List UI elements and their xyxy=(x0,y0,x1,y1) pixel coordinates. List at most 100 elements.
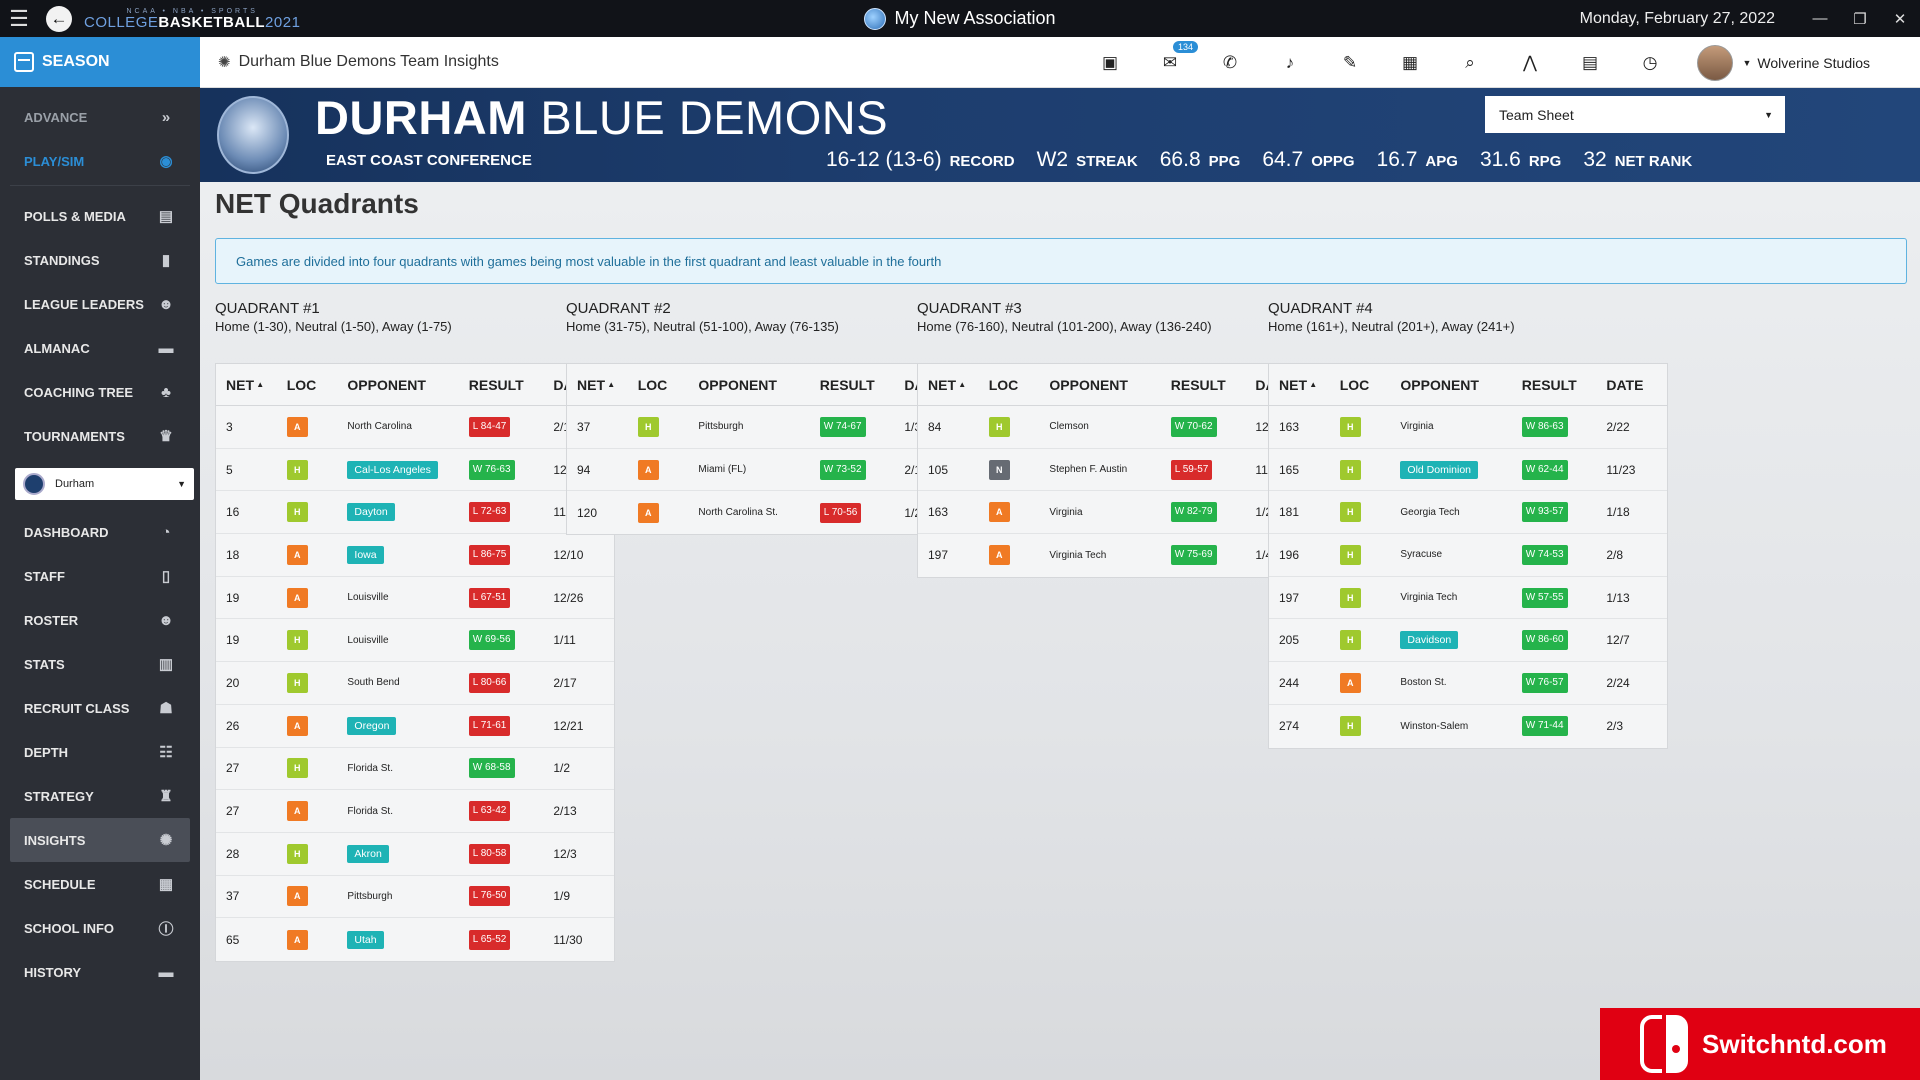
edit-icon[interactable]: ✎ xyxy=(1342,52,1358,72)
column-header-net[interactable]: NET xyxy=(1269,377,1330,393)
lightbulb-icon: ✺ xyxy=(218,54,231,71)
opponent-link[interactable]: Stephen F. Austin xyxy=(1049,464,1128,476)
opponent-link[interactable]: Davidson xyxy=(1400,631,1459,650)
column-header-net[interactable]: NET xyxy=(918,377,979,393)
team-sheet-dropdown[interactable]: Team Sheet ▼ xyxy=(1485,96,1785,133)
column-header-result[interactable]: RESULT xyxy=(468,376,524,393)
opponent-link[interactable]: Cal-Los Angeles xyxy=(347,460,438,479)
opponent-link[interactable]: Dayton xyxy=(347,503,395,522)
phone-icon[interactable]: ✆ xyxy=(1222,52,1238,72)
opponent-link[interactable]: Louisville xyxy=(347,592,389,604)
location-badge: H xyxy=(286,459,308,480)
opponent-link[interactable]: Florida St. xyxy=(347,762,393,774)
column-header-loc[interactable]: LOC xyxy=(286,376,317,393)
opponent-link[interactable]: Pittsburgh xyxy=(698,421,744,433)
sidebar-item-history[interactable]: HISTORY ▬ xyxy=(0,950,200,994)
table-row: 205 H Davidson W 86-60 12/7 xyxy=(1269,619,1667,663)
sidebar-item-recruit-class[interactable]: RECRUIT CLASS ☗ xyxy=(0,686,200,730)
opponent-link[interactable]: Pittsburgh xyxy=(347,890,393,902)
sidebar-item-depth[interactable]: DEPTH ☷ xyxy=(0,730,200,774)
sidebar-item-schedule[interactable]: SCHEDULE ▦ xyxy=(0,862,200,906)
search-icon[interactable]: ⌕ xyxy=(1465,52,1475,72)
opponent-link[interactable]: Virginia Tech xyxy=(1400,592,1458,604)
opponent-link[interactable]: Clemson xyxy=(1049,421,1089,433)
column-header-opponent[interactable]: OPPONENT xyxy=(1400,376,1479,393)
table-header: NETLOCOPPONENTRESULTDATE xyxy=(567,364,965,406)
sidebar-item-polls-media[interactable]: POLLS & MEDIA ▤ xyxy=(0,194,200,238)
sidebar-item-league-leaders[interactable]: LEAGUE LEADERS ☻ xyxy=(0,282,200,326)
hamburger-menu-icon[interactable]: ☰ xyxy=(9,5,29,31)
column-header-opponent[interactable]: OPPONENT xyxy=(1049,376,1128,393)
net-rank: 27 xyxy=(226,761,240,776)
opponent-link[interactable]: Miami (FL) xyxy=(698,464,747,476)
opponent-link[interactable]: Winston-Salem xyxy=(1400,720,1469,732)
stopwatch-icon[interactable]: ◷ xyxy=(1642,52,1658,72)
sidebar-item-roster[interactable]: ROSTER ☻ xyxy=(0,598,200,642)
opponent-link[interactable]: Virginia Tech xyxy=(1049,549,1107,561)
location-badge: H xyxy=(1339,630,1361,651)
logo-year: 2021 xyxy=(265,13,301,31)
opponent-link[interactable]: Virginia xyxy=(1400,421,1434,433)
net-rank: 197 xyxy=(928,548,949,563)
table-row: 197 H Virginia Tech W 57-55 1/13 xyxy=(1269,577,1667,620)
opponent-link[interactable]: Utah xyxy=(347,930,384,949)
close-icon[interactable]: ✕ xyxy=(1893,10,1907,28)
quadrant-title: QUADRANT #3 xyxy=(917,300,1022,317)
column-header-net[interactable]: NET xyxy=(567,377,628,393)
opponent-link[interactable]: Oregon xyxy=(347,716,397,735)
opponent-link[interactable]: Akron xyxy=(347,844,389,863)
briefcase-icon[interactable]: ▣ xyxy=(1101,52,1119,72)
mail-icon[interactable]: ✉ 134 xyxy=(1140,40,1200,73)
result-badge: W 70-62 xyxy=(1170,416,1217,437)
calendar-check-icon[interactable]: ▦ xyxy=(1401,52,1419,72)
road-icon[interactable]: ⋀ xyxy=(1523,52,1537,72)
sidebar-item-play-sim[interactable]: PLAY/SIM ◉ xyxy=(0,139,200,183)
sidebar-item-stats[interactable]: STATS ▥ xyxy=(0,642,200,686)
column-header-net[interactable]: NET xyxy=(216,377,277,393)
team-select[interactable]: Durham ▼ xyxy=(15,468,194,500)
opponent-link[interactable]: Old Dominion xyxy=(1400,460,1479,479)
opponent-link[interactable]: Boston St. xyxy=(1400,677,1447,689)
opponent-link[interactable]: Syracuse xyxy=(1400,549,1443,561)
column-header-opponent[interactable]: OPPONENT xyxy=(698,376,777,393)
opponent-link[interactable]: Virginia xyxy=(1049,506,1083,518)
opponent-link[interactable]: North Carolina xyxy=(347,421,412,433)
sidebar-item-insights[interactable]: INSIGHTS ✺ xyxy=(10,818,190,862)
opponent-link[interactable]: Florida St. xyxy=(347,805,393,817)
column-header-result[interactable]: RESULT xyxy=(1170,376,1226,393)
sidebar-item-dashboard[interactable]: DASHBOARD ◔ xyxy=(0,510,200,554)
column-header-loc[interactable]: LOC xyxy=(988,376,1019,393)
fast-forward-icon: » xyxy=(161,108,171,126)
column-header-result[interactable]: RESULT xyxy=(819,376,875,393)
sidebar-item-staff[interactable]: STAFF ▯ xyxy=(0,554,200,598)
user-menu[interactable]: ▼ Wolverine Studios xyxy=(1696,37,1870,88)
minimize-icon[interactable]: — xyxy=(1812,10,1828,27)
opponent-link[interactable]: Iowa xyxy=(347,545,384,564)
column-header-loc[interactable]: LOC xyxy=(637,376,668,393)
column-header-opponent[interactable]: OPPONENT xyxy=(347,376,426,393)
location-badge: H xyxy=(286,758,308,779)
sidebar-item-tournaments[interactable]: TOURNAMENTS ♛ xyxy=(0,414,200,458)
sidebar-item-school-info[interactable]: SCHOOL INFO ⓘ xyxy=(0,906,200,950)
restore-icon[interactable]: ❐ xyxy=(1853,10,1867,28)
sidebar-item-strategy[interactable]: STRATEGY ♜ xyxy=(0,774,200,818)
column-header-result[interactable]: RESULT xyxy=(1521,376,1577,393)
column-header-loc[interactable]: LOC xyxy=(1339,376,1370,393)
sidebar-item-coaching-tree[interactable]: COACHING TREE ♣ xyxy=(0,370,200,414)
opponent-link[interactable]: North Carolina St. xyxy=(698,507,778,519)
sidebar-item-label: STRATEGY xyxy=(24,788,94,804)
column-header-date[interactable]: DATE xyxy=(1606,376,1644,393)
calendar-icon: ▦ xyxy=(158,876,174,893)
opponent-link[interactable]: South Bend xyxy=(347,677,400,689)
opponent-link[interactable]: Georgia Tech xyxy=(1400,506,1460,518)
season-button[interactable]: SEASON xyxy=(0,37,200,87)
sidebar-item-standings[interactable]: STANDINGS ▮ xyxy=(0,238,200,282)
game-logo: NCAA • NBA • SPORTS COLLEGEBASKETBALL202… xyxy=(84,8,300,30)
bell-icon[interactable]: ♪ xyxy=(1285,52,1295,72)
back-arrow-icon[interactable]: ← xyxy=(46,5,72,32)
clipboard-icon[interactable]: ▤ xyxy=(1581,52,1599,72)
sidebar-item-advance[interactable]: ADVANCE » xyxy=(0,95,200,139)
info-text: Games are divided into four quadrants wi… xyxy=(236,253,942,269)
opponent-link[interactable]: Louisville xyxy=(347,634,389,646)
sidebar-item-almanac[interactable]: ALMANAC ▬ xyxy=(0,326,200,370)
